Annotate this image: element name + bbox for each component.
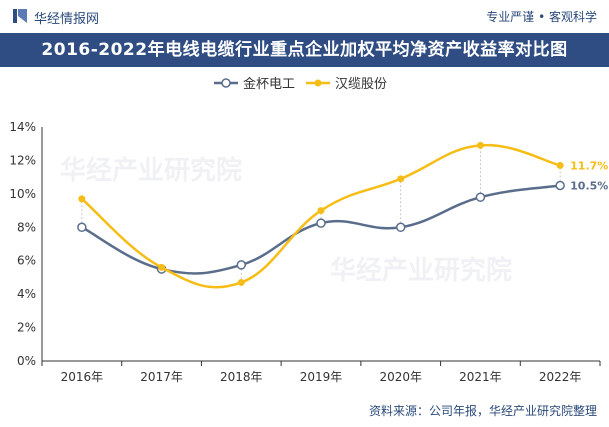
legend-item-series-2: 汉缆股份 [306,76,387,92]
data-point-series-2 [476,141,484,149]
x-tick-label: 2022年 [539,370,582,384]
data-point-series-2 [158,263,166,271]
data-point-series-1 [77,222,87,233]
source-note: 资料来源：公司年报，华经产业研究院整理 [368,404,597,418]
y-tick-label: 8% [17,220,36,234]
y-tick-label: 10% [9,187,36,201]
chart-title: 2016-2022年电线电缆行业重点企业加权平均净资产收益率对比图 [41,40,568,60]
data-point-series-2 [78,195,86,203]
x-tick-label: 2016年 [61,370,104,384]
data-point-series-2 [237,278,245,286]
y-tick-label: 12% [9,153,36,167]
data-point-series-1 [236,260,247,270]
watermark: 华经产业研究院 [330,256,513,286]
legend-label-series-2: 汉缆股份 [335,76,387,92]
data-point-series-1 [475,192,486,202]
header-bar: 华经情报网 专业严谨 • 客观科学 [0,0,609,30]
x-tick-label: 2019年 [300,370,343,384]
title-bar: 2016-2022年电线电缆行业重点企业加权平均净资产收益率对比图 [0,33,609,67]
legend: 金杯电工 汉缆股份 [214,76,387,92]
legend-label-series-1: 金杯电工 [243,76,295,92]
logo-icon [13,9,27,23]
legend-item-series-1: 金杯电工 [214,76,295,92]
data-point-series-2 [556,161,564,169]
data-point-series-1 [316,218,326,228]
y-tick-label: 4% [17,287,36,301]
brand-name: 华经情报网 [34,12,100,27]
data-point-series-2 [317,207,325,215]
data-point-series-1 [395,222,406,233]
data-point-series-2 [397,175,405,183]
x-tick-label: 2021年 [459,370,502,384]
x-tick-label: 2018年 [220,370,263,384]
y-tick-label: 14% [9,120,36,134]
end-value-label-series-1: 10.5% [570,180,608,193]
line-chart: 0% 2% 4% 6% 8% 10% 12% 14% 2016年 2017年 2018年 2019年 2… [9,120,608,384]
y-tick-label: 0% [17,354,36,368]
series-line-1 [81,184,561,275]
end-value-label-series-2: 11.7% [570,159,608,172]
slogan: 专业严谨 • 客观科学 [486,10,597,24]
x-tick-label: 2017年 [140,370,183,384]
y-tick-label: 6% [17,254,36,268]
data-point-series-1 [555,180,565,191]
watermark: 华经产业研究院 [60,156,243,186]
x-tick-label: 2020年 [379,370,422,384]
y-tick-label: 2% [17,321,36,335]
